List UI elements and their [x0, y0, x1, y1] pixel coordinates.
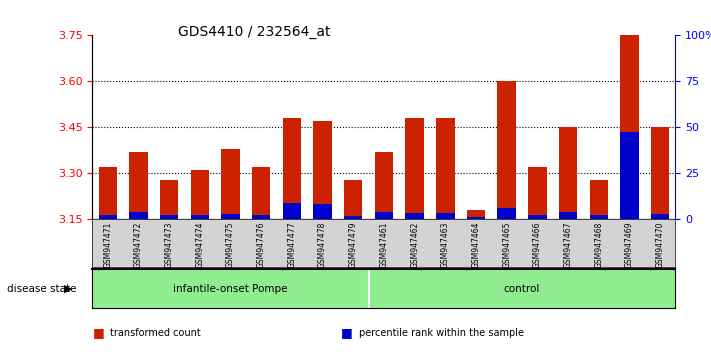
- Text: control: control: [504, 284, 540, 293]
- Text: GSM947468: GSM947468: [594, 222, 603, 268]
- Bar: [99, 215, 117, 219]
- Bar: [314, 121, 332, 219]
- Text: GSM947471: GSM947471: [103, 222, 112, 268]
- Text: transformed count: transformed count: [110, 328, 201, 338]
- Bar: [160, 215, 178, 219]
- Bar: [589, 215, 608, 219]
- Bar: [99, 167, 117, 219]
- Bar: [436, 118, 454, 219]
- Text: GSM947474: GSM947474: [196, 222, 204, 268]
- Bar: [651, 214, 669, 219]
- Bar: [589, 179, 608, 219]
- Bar: [92, 269, 368, 308]
- Text: GSM947466: GSM947466: [533, 222, 542, 268]
- Bar: [375, 152, 393, 219]
- Bar: [129, 212, 148, 219]
- Text: GSM947463: GSM947463: [441, 222, 450, 268]
- Bar: [283, 203, 301, 219]
- Bar: [436, 213, 454, 219]
- Text: GSM947467: GSM947467: [564, 222, 572, 268]
- Bar: [528, 215, 547, 219]
- Bar: [368, 269, 675, 308]
- Text: GSM947462: GSM947462: [410, 222, 419, 268]
- Bar: [191, 170, 209, 219]
- Bar: [344, 216, 363, 219]
- Bar: [129, 152, 148, 219]
- Text: GSM947473: GSM947473: [165, 222, 173, 268]
- Bar: [252, 215, 270, 219]
- Text: GSM947461: GSM947461: [380, 222, 388, 268]
- Bar: [283, 118, 301, 219]
- Bar: [221, 214, 240, 219]
- Bar: [498, 81, 516, 219]
- Bar: [221, 149, 240, 219]
- Bar: [314, 204, 332, 219]
- Bar: [651, 127, 669, 219]
- Text: GSM947472: GSM947472: [134, 222, 143, 268]
- Text: GSM947469: GSM947469: [625, 222, 634, 268]
- Bar: [467, 210, 485, 219]
- Bar: [620, 35, 638, 219]
- Bar: [498, 209, 516, 219]
- Bar: [559, 212, 577, 219]
- Bar: [559, 127, 577, 219]
- Text: GSM947470: GSM947470: [656, 222, 665, 268]
- Bar: [344, 179, 363, 219]
- Bar: [405, 118, 424, 219]
- Text: GSM947477: GSM947477: [287, 222, 296, 268]
- Bar: [405, 213, 424, 219]
- Bar: [375, 212, 393, 219]
- Bar: [528, 167, 547, 219]
- Text: GDS4410 / 232564_at: GDS4410 / 232564_at: [178, 25, 330, 39]
- Text: ▶: ▶: [64, 284, 73, 293]
- Text: infantile-onset Pompe: infantile-onset Pompe: [173, 284, 288, 293]
- Bar: [467, 217, 485, 219]
- Text: ■: ■: [92, 326, 105, 339]
- Text: disease state: disease state: [7, 284, 77, 293]
- Text: GSM947476: GSM947476: [257, 222, 266, 268]
- Bar: [252, 167, 270, 219]
- Text: GSM947479: GSM947479: [349, 222, 358, 268]
- Text: GSM947464: GSM947464: [471, 222, 481, 268]
- Bar: [160, 179, 178, 219]
- Text: GSM947475: GSM947475: [226, 222, 235, 268]
- Text: percentile rank within the sample: percentile rank within the sample: [359, 328, 524, 338]
- Bar: [620, 132, 638, 219]
- Bar: [191, 215, 209, 219]
- Text: GSM947465: GSM947465: [502, 222, 511, 268]
- Text: GSM947478: GSM947478: [318, 222, 327, 268]
- Text: ■: ■: [341, 326, 353, 339]
